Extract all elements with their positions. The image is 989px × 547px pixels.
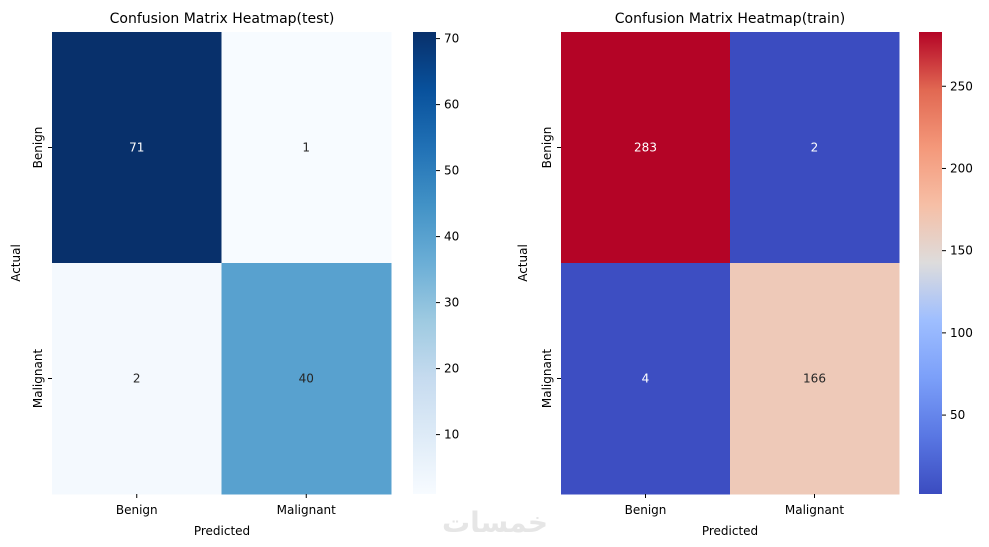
heatmap-cell [561, 263, 731, 495]
colorbar-tick-label: 70 [444, 32, 459, 46]
x-tick-label: Malignant [785, 503, 845, 517]
cell-value-label: 2 [811, 141, 819, 155]
cell-value-label: 1 [302, 141, 310, 155]
heatmap-test-xlabel: Predicted [194, 524, 250, 538]
watermark-logo: خمسات [441, 506, 549, 539]
colorbar-tick-label: 50 [444, 164, 459, 178]
x-tick-label: Benign [116, 503, 158, 517]
heatmap-cell [730, 263, 900, 495]
heatmap-test-ylabel: Actual [9, 244, 23, 282]
heatmap-train-colorbar [919, 32, 942, 494]
cell-value-label: 283 [634, 141, 657, 155]
heatmap-cell [221, 32, 392, 264]
cell-value-label: 2 [133, 372, 141, 386]
y-tick-label: Malignant [540, 349, 554, 409]
y-tick-label: Benign [31, 127, 45, 169]
colorbar-tick-label: 40 [444, 230, 459, 244]
cell-value-label: 4 [642, 372, 650, 386]
heatmap-train-title: Confusion Matrix Heatmap(train) [615, 11, 845, 27]
heatmap-test: Confusion Matrix Heatmap(test) 71 1 2 40 Be… [9, 11, 459, 538]
cell-value-label: 40 [299, 372, 314, 386]
heatmap-train-colorbar-ticks: 50 100 150 200 250 [942, 79, 973, 422]
colorbar-tick-label: 50 [950, 408, 965, 422]
colorbar-tick-label: 150 [950, 244, 973, 258]
cell-value-label: 166 [803, 372, 826, 386]
heatmap-train-cells: 283 2 4 166 [561, 32, 900, 495]
heatmap-test-colorbar [413, 32, 436, 494]
heatmap-test-colorbar-ticks: 10 20 30 40 50 60 70 [436, 32, 459, 442]
heatmap-train-ticks: Benign Malignant Benign Malignant [540, 127, 844, 517]
heatmap-train-xlabel: Predicted [702, 524, 758, 538]
heatmap-train: Confusion Matrix Heatmap(train) 283 2 4 166… [516, 11, 973, 538]
heatmap-cell [52, 263, 222, 495]
colorbar-tick-label: 30 [444, 296, 459, 310]
colorbar-tick-label: 60 [444, 98, 459, 112]
cell-value-label: 71 [129, 141, 144, 155]
heatmap-cell [561, 32, 731, 264]
heatmap-cell [730, 32, 900, 264]
y-tick-label: Malignant [31, 349, 45, 409]
colorbar-tick-label: 250 [950, 79, 973, 93]
heatmap-cell [221, 263, 392, 495]
heatmap-test-title: Confusion Matrix Heatmap(test) [110, 11, 335, 27]
x-tick-label: Malignant [277, 503, 337, 517]
heatmap-test-ticks: Benign Malignant Benign Malignant [31, 127, 336, 517]
heatmap-cell [52, 32, 222, 264]
colorbar-tick-label: 100 [950, 326, 973, 340]
heatmap-test-cells: 71 1 2 40 [52, 32, 392, 495]
x-tick-label: Benign [625, 503, 667, 517]
colorbar-tick-label: 10 [444, 428, 459, 442]
colorbar-tick-label: 20 [444, 362, 459, 376]
colorbar-tick-label: 200 [950, 161, 973, 175]
heatmap-train-ylabel: Actual [516, 244, 530, 282]
y-tick-label: Benign [540, 127, 554, 169]
